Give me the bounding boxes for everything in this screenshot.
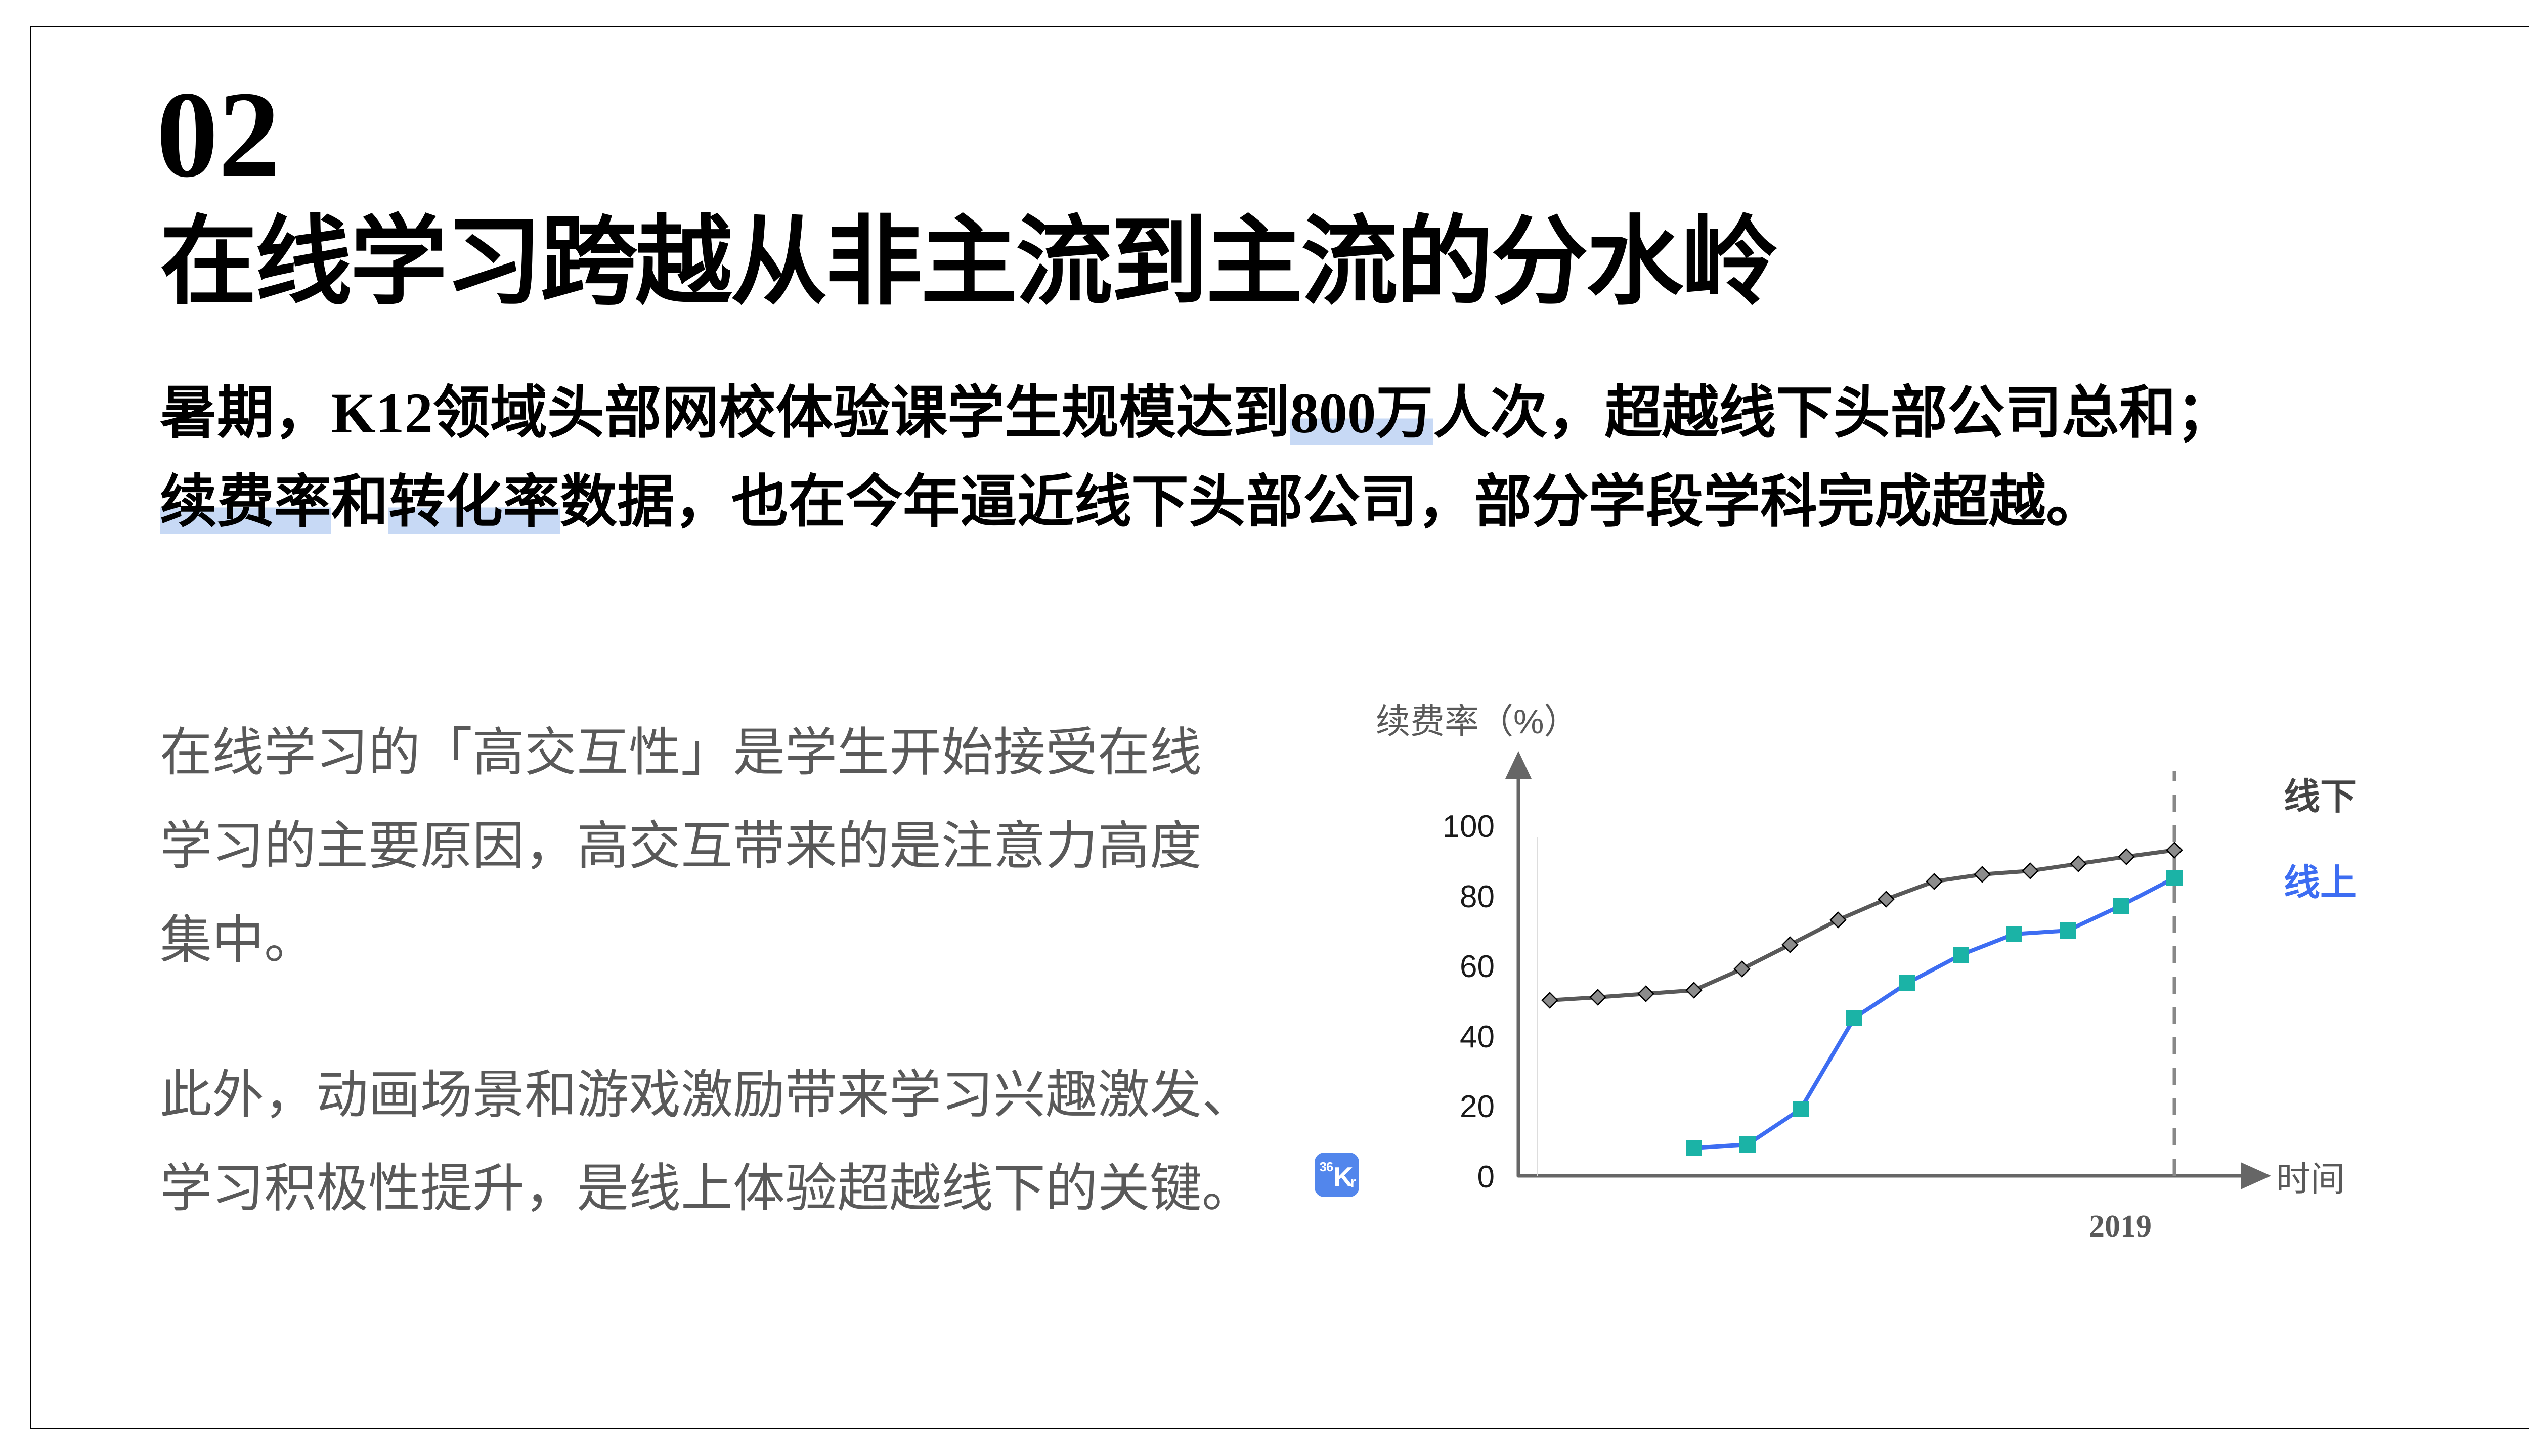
svg-text:100: 100: [1443, 809, 1495, 844]
svg-text:时间: 时间: [2276, 1160, 2345, 1199]
svg-text:80: 80: [1460, 879, 1495, 914]
svg-text:20: 20: [1460, 1089, 1495, 1124]
svg-text:线下: 线下: [2284, 777, 2357, 817]
svg-text:36: 36: [1320, 1160, 1333, 1174]
svg-text:续费率（%）: 续费率（%）: [1376, 702, 1578, 741]
svg-text:60: 60: [1460, 949, 1495, 984]
svg-text:0: 0: [1477, 1160, 1495, 1195]
svg-text:2019: 2019: [2089, 1209, 2152, 1244]
svg-text:40: 40: [1460, 1020, 1495, 1054]
svg-text:线上: 线上: [2284, 863, 2357, 903]
svg-text:r: r: [1350, 1174, 1356, 1191]
